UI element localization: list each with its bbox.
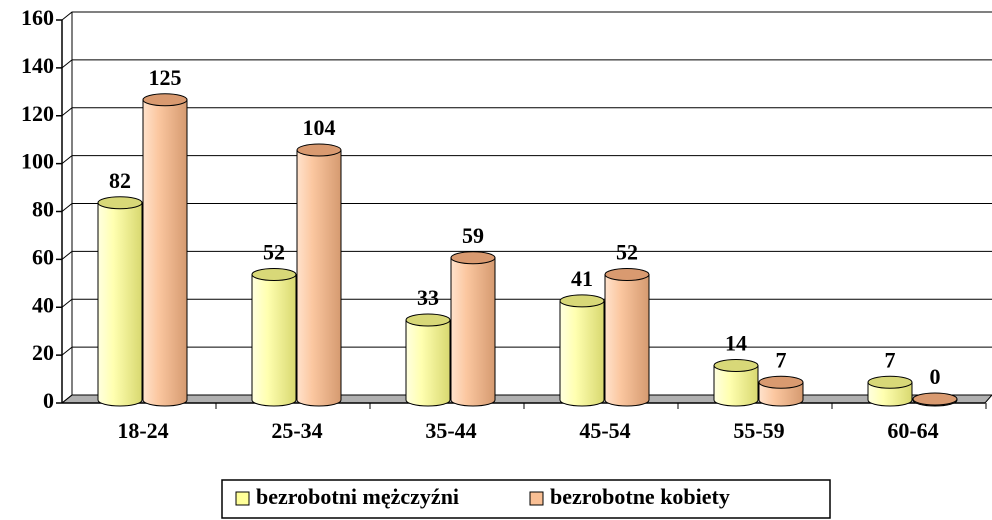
data-label: 52 bbox=[616, 240, 638, 265]
grid-line bbox=[61, 59, 992, 69]
data-label: 82 bbox=[109, 168, 131, 193]
y-tick-label: 100 bbox=[21, 149, 54, 174]
bar-body bbox=[450, 257, 496, 407]
data-label: 104 bbox=[303, 115, 336, 140]
grid-line bbox=[61, 250, 992, 260]
bar-top bbox=[713, 358, 759, 372]
bar-top bbox=[296, 143, 342, 157]
bar bbox=[867, 375, 913, 407]
legend-box bbox=[221, 479, 831, 519]
bar-top bbox=[912, 392, 958, 406]
y-tick-label: 140 bbox=[21, 53, 54, 78]
bar-top bbox=[604, 268, 650, 282]
grid-line bbox=[61, 346, 992, 356]
data-label: 52 bbox=[263, 240, 285, 265]
x-tick-label: 35-44 bbox=[425, 418, 476, 443]
legend-swatch bbox=[529, 491, 544, 506]
legend-label: bezrobotne kobiety bbox=[550, 484, 730, 509]
bar-body bbox=[604, 274, 650, 407]
data-label: 14 bbox=[725, 331, 747, 356]
bar bbox=[405, 313, 451, 407]
data-label: 59 bbox=[462, 223, 484, 248]
y-tick-label: 60 bbox=[32, 244, 54, 269]
bar bbox=[97, 196, 143, 407]
bar-top bbox=[405, 313, 451, 327]
bar bbox=[450, 251, 496, 407]
bar bbox=[296, 143, 342, 407]
grid-line bbox=[61, 155, 992, 165]
y-tick-label: 20 bbox=[32, 340, 54, 365]
bar bbox=[142, 93, 188, 407]
bar-body bbox=[296, 149, 342, 407]
bar-body bbox=[867, 381, 913, 407]
data-label: 7 bbox=[776, 347, 787, 372]
bar-top bbox=[867, 375, 913, 389]
data-label: 0 bbox=[930, 364, 941, 389]
x-tick-label: 18-24 bbox=[117, 418, 168, 443]
x-tick-label: 55-59 bbox=[733, 418, 784, 443]
bar bbox=[912, 392, 958, 407]
grid-line bbox=[61, 11, 992, 21]
y-tick-label: 0 bbox=[43, 388, 54, 413]
bar bbox=[713, 358, 759, 407]
bar-top bbox=[450, 251, 496, 265]
bar-top bbox=[97, 196, 143, 210]
bar-top bbox=[142, 93, 188, 107]
bar-top bbox=[251, 268, 297, 282]
floor bbox=[60, 394, 992, 404]
bar bbox=[559, 294, 605, 407]
bar-body bbox=[142, 99, 188, 407]
bar bbox=[758, 375, 804, 407]
bar bbox=[604, 268, 650, 407]
bar-body bbox=[713, 364, 759, 407]
data-label: 41 bbox=[571, 266, 593, 291]
data-label: 7 bbox=[885, 347, 896, 372]
grid-line bbox=[61, 107, 992, 117]
bar-top bbox=[559, 294, 605, 308]
bar-top bbox=[758, 375, 804, 389]
y-tick-label: 160 bbox=[21, 5, 54, 30]
bar bbox=[251, 268, 297, 407]
grid-line bbox=[61, 394, 992, 404]
bar-body bbox=[97, 202, 143, 407]
data-label: 33 bbox=[417, 285, 439, 310]
grid-line bbox=[61, 203, 992, 212]
grid-line bbox=[61, 298, 992, 308]
bar-body bbox=[251, 274, 297, 407]
bar-body bbox=[405, 319, 451, 407]
x-tick-label: 25-34 bbox=[271, 418, 322, 443]
x-tick-label: 60-64 bbox=[887, 418, 938, 443]
y-tick-label: 40 bbox=[32, 292, 54, 317]
data-label: 125 bbox=[149, 65, 182, 90]
bar-body bbox=[559, 300, 605, 407]
y-tick-label: 120 bbox=[21, 101, 54, 126]
bar-body bbox=[758, 381, 804, 407]
x-tick-label: 45-54 bbox=[579, 418, 630, 443]
y-tick-label: 80 bbox=[32, 197, 54, 222]
legend-label: bezrobotni mężczyźni bbox=[256, 484, 459, 509]
legend-swatch bbox=[235, 491, 250, 506]
